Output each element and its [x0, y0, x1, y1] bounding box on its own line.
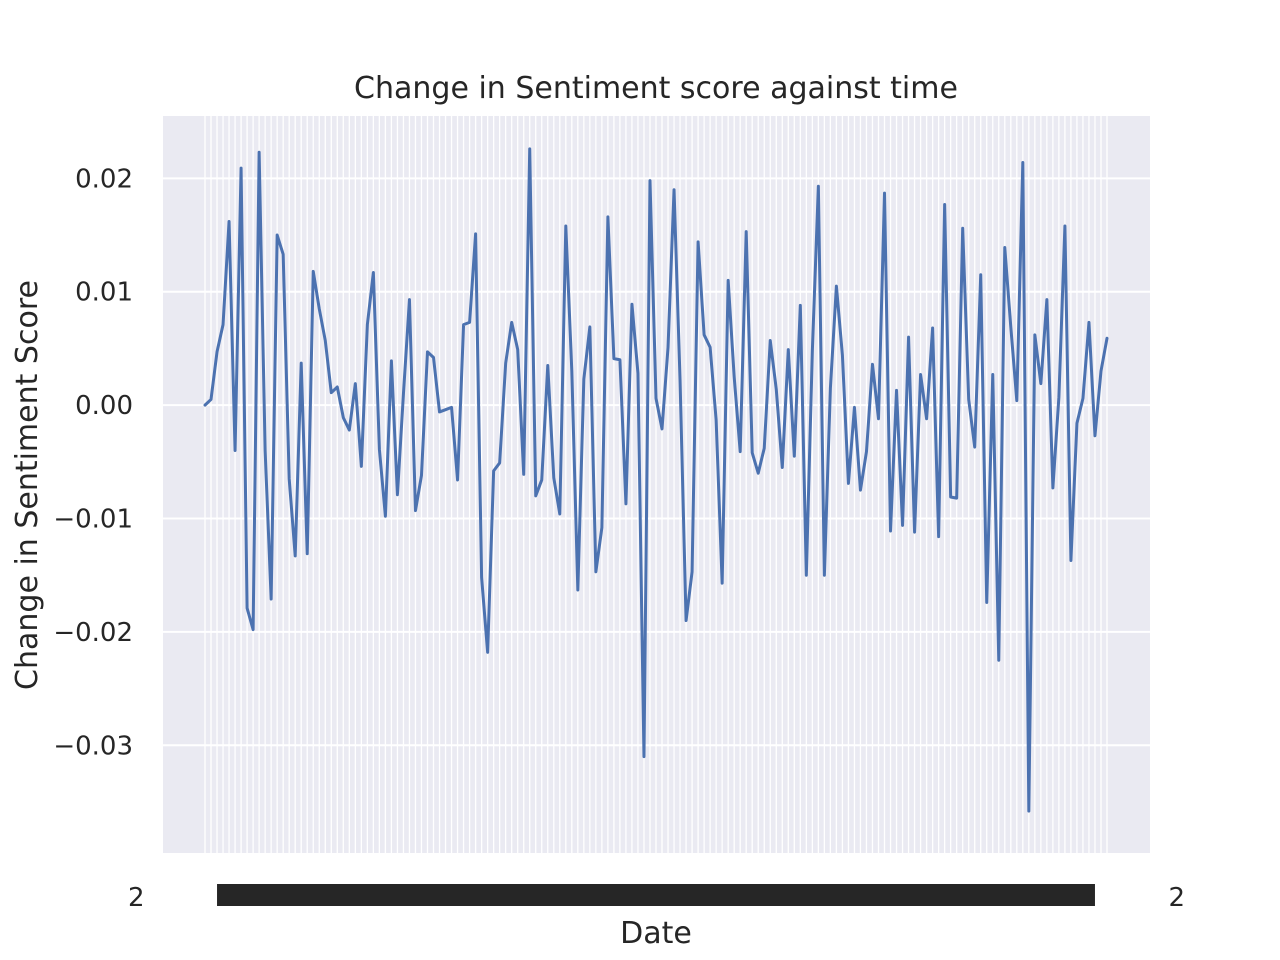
y-tick-labels: 0.02 0.01 0.00 −0.01 −0.02 −0.03 [53, 164, 133, 761]
y-tick-label: −0.02 [53, 618, 133, 648]
y-tick-label: 0.00 [75, 391, 133, 421]
y-axis-label: Change in Sentiment Score [10, 280, 45, 690]
x-tick-labels-overlap [217, 884, 1095, 906]
x-axis-label: Date [620, 916, 692, 951]
y-tick-label: 0.01 [75, 278, 133, 308]
x-tick-label-left: 2 [128, 883, 145, 913]
series-line [203, 147, 1109, 813]
chart-title: Change in Sentiment score against time [354, 71, 958, 106]
y-tick-label: −0.01 [53, 505, 133, 535]
y-tick-label: 0.02 [75, 164, 133, 194]
y-tick-label: −0.03 [53, 731, 133, 761]
x-tick-label-right: 2 [1168, 883, 1185, 913]
